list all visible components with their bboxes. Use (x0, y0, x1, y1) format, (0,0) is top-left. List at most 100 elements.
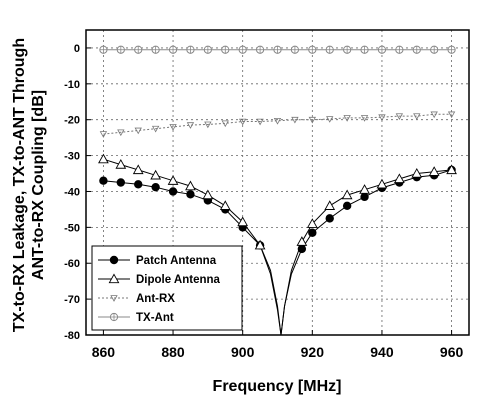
y-axis-title-line-1: TX-to-RX Leakage, TX-to-ANT Through (11, 38, 28, 332)
tx-ant-point (412, 45, 421, 54)
ant-rx-point (186, 122, 195, 129)
ant-rx-point (413, 113, 421, 120)
legend-label: Dipole Antenna (136, 274, 221, 286)
ant-rx-point (110, 295, 118, 302)
patch-antenna-point (186, 190, 195, 199)
patch-antenna-point (342, 201, 352, 211)
ant-rx-point (273, 117, 282, 125)
dipole-antenna-point (108, 273, 120, 284)
legend-label: Ant-RX (136, 293, 175, 305)
dipole-antenna-point (306, 218, 318, 228)
x-tick-label: 900 (231, 344, 255, 360)
y-tick-label: -20 (64, 115, 80, 127)
patch-antenna-point (308, 228, 317, 237)
legend-label: TX-Ant (136, 312, 174, 324)
dipole-antenna-point (254, 239, 266, 250)
y-tick-label: -30 (64, 151, 80, 163)
dipole-antenna-point (324, 200, 336, 210)
ant-rx-point (134, 127, 142, 135)
ant-rx-point (430, 111, 438, 119)
ant-rx-point (169, 124, 177, 131)
tx-ant-point (134, 45, 143, 54)
tx-ant-point (325, 45, 334, 54)
series-layer (98, 45, 457, 336)
tx-ant-point (168, 45, 178, 54)
dipole-antenna-point (132, 164, 144, 175)
x-axis-title: Frequency [MHz] (213, 378, 342, 395)
tx-ant-point (395, 45, 404, 54)
tx-ant-point (203, 45, 212, 54)
legend-label: Patch Antenna (136, 255, 217, 267)
ant-rx-point (151, 125, 160, 133)
legend: Patch Antenna Dipole Antenna Ant-RX TX-Ant (91, 245, 243, 331)
legend-item: TX-Ant (98, 312, 174, 324)
plot-area-frame (85, 29, 470, 336)
tx-ant-point (343, 45, 352, 54)
patch-antenna-point (151, 182, 160, 192)
tx-ant-point (221, 45, 230, 54)
x-tick-label: 920 (301, 344, 325, 360)
y-tick-label: -40 (64, 186, 80, 198)
tx-ant-point (447, 45, 456, 54)
tx-ant-point (377, 45, 387, 54)
dipole-antenna-point (202, 189, 214, 200)
tx-ant-point (290, 45, 300, 54)
tx-ant-point (273, 45, 282, 54)
dipole-antenna-point (167, 175, 179, 185)
patch-antenna-point (360, 192, 369, 202)
patch-antenna-point (109, 255, 119, 265)
y-axis-ticks: 0 -10 -20 -30 -40 -50 -60 -70 -80 (64, 43, 91, 342)
y-tick-label: -70 (64, 294, 80, 306)
dipole-antenna-point (446, 164, 457, 175)
dipole-antenna-point (428, 166, 440, 176)
ant-rx-point (308, 116, 316, 124)
series-3 (99, 111, 456, 138)
dipole-antenna-point (296, 236, 308, 246)
x-axis-ticks: 860 880 900 920 940 960 (92, 330, 464, 360)
dipole-antenna-point (219, 200, 231, 210)
tx-ant-point (116, 45, 125, 54)
ant-rx-point (326, 116, 334, 123)
patch-antenna-point (116, 178, 126, 187)
tx-ant-point (255, 45, 265, 54)
legend-item: Patch Antenna (98, 255, 217, 267)
dipole-antenna-point (341, 189, 353, 200)
y-tick-label: -80 (64, 330, 80, 342)
ant-rx-point (256, 118, 264, 126)
ant-rx-point (221, 120, 229, 128)
tx-ant-point (430, 45, 439, 54)
dipole-antenna-point (237, 216, 249, 227)
dipole-antenna-point (376, 178, 388, 189)
ant-rx-point (378, 114, 386, 122)
ant-rx-point (447, 111, 456, 119)
ant-rx-point (395, 113, 404, 120)
ant-rx-point (239, 118, 247, 126)
ant-rx-point (117, 129, 125, 137)
tx-ant-point (99, 45, 108, 54)
ant-rx-point (291, 116, 299, 124)
patch-antenna-point (168, 187, 178, 196)
dipole-antenna-point (393, 173, 405, 184)
y-tick-label: -10 (64, 79, 80, 91)
dipole-antenna-point (185, 180, 196, 191)
ant-rx-point (99, 131, 108, 138)
series-4 (99, 45, 456, 54)
tx-ant-point (109, 312, 119, 322)
x-tick-label: 880 (161, 344, 185, 360)
patch-antenna-point (134, 180, 143, 189)
legend-item: Ant-RX (98, 293, 175, 305)
tx-ant-point (308, 45, 317, 54)
dipole-antenna-point (98, 153, 109, 164)
dipole-antenna-point (411, 168, 423, 178)
grid-lines (86, 30, 469, 336)
y-axis-title: TX-to-RX Leakage, TX-to-ANT Through ANT-… (11, 38, 47, 332)
tx-ant-point (238, 45, 247, 54)
x-tick-label: 960 (440, 344, 464, 360)
y-tick-label: 0 (74, 43, 80, 55)
x-tick-label: 860 (92, 344, 116, 360)
y-tick-label: -60 (64, 258, 80, 270)
patch-antenna-point (325, 214, 334, 223)
tx-ant-point (186, 45, 195, 54)
legend-item: Dipole Antenna (98, 273, 221, 286)
